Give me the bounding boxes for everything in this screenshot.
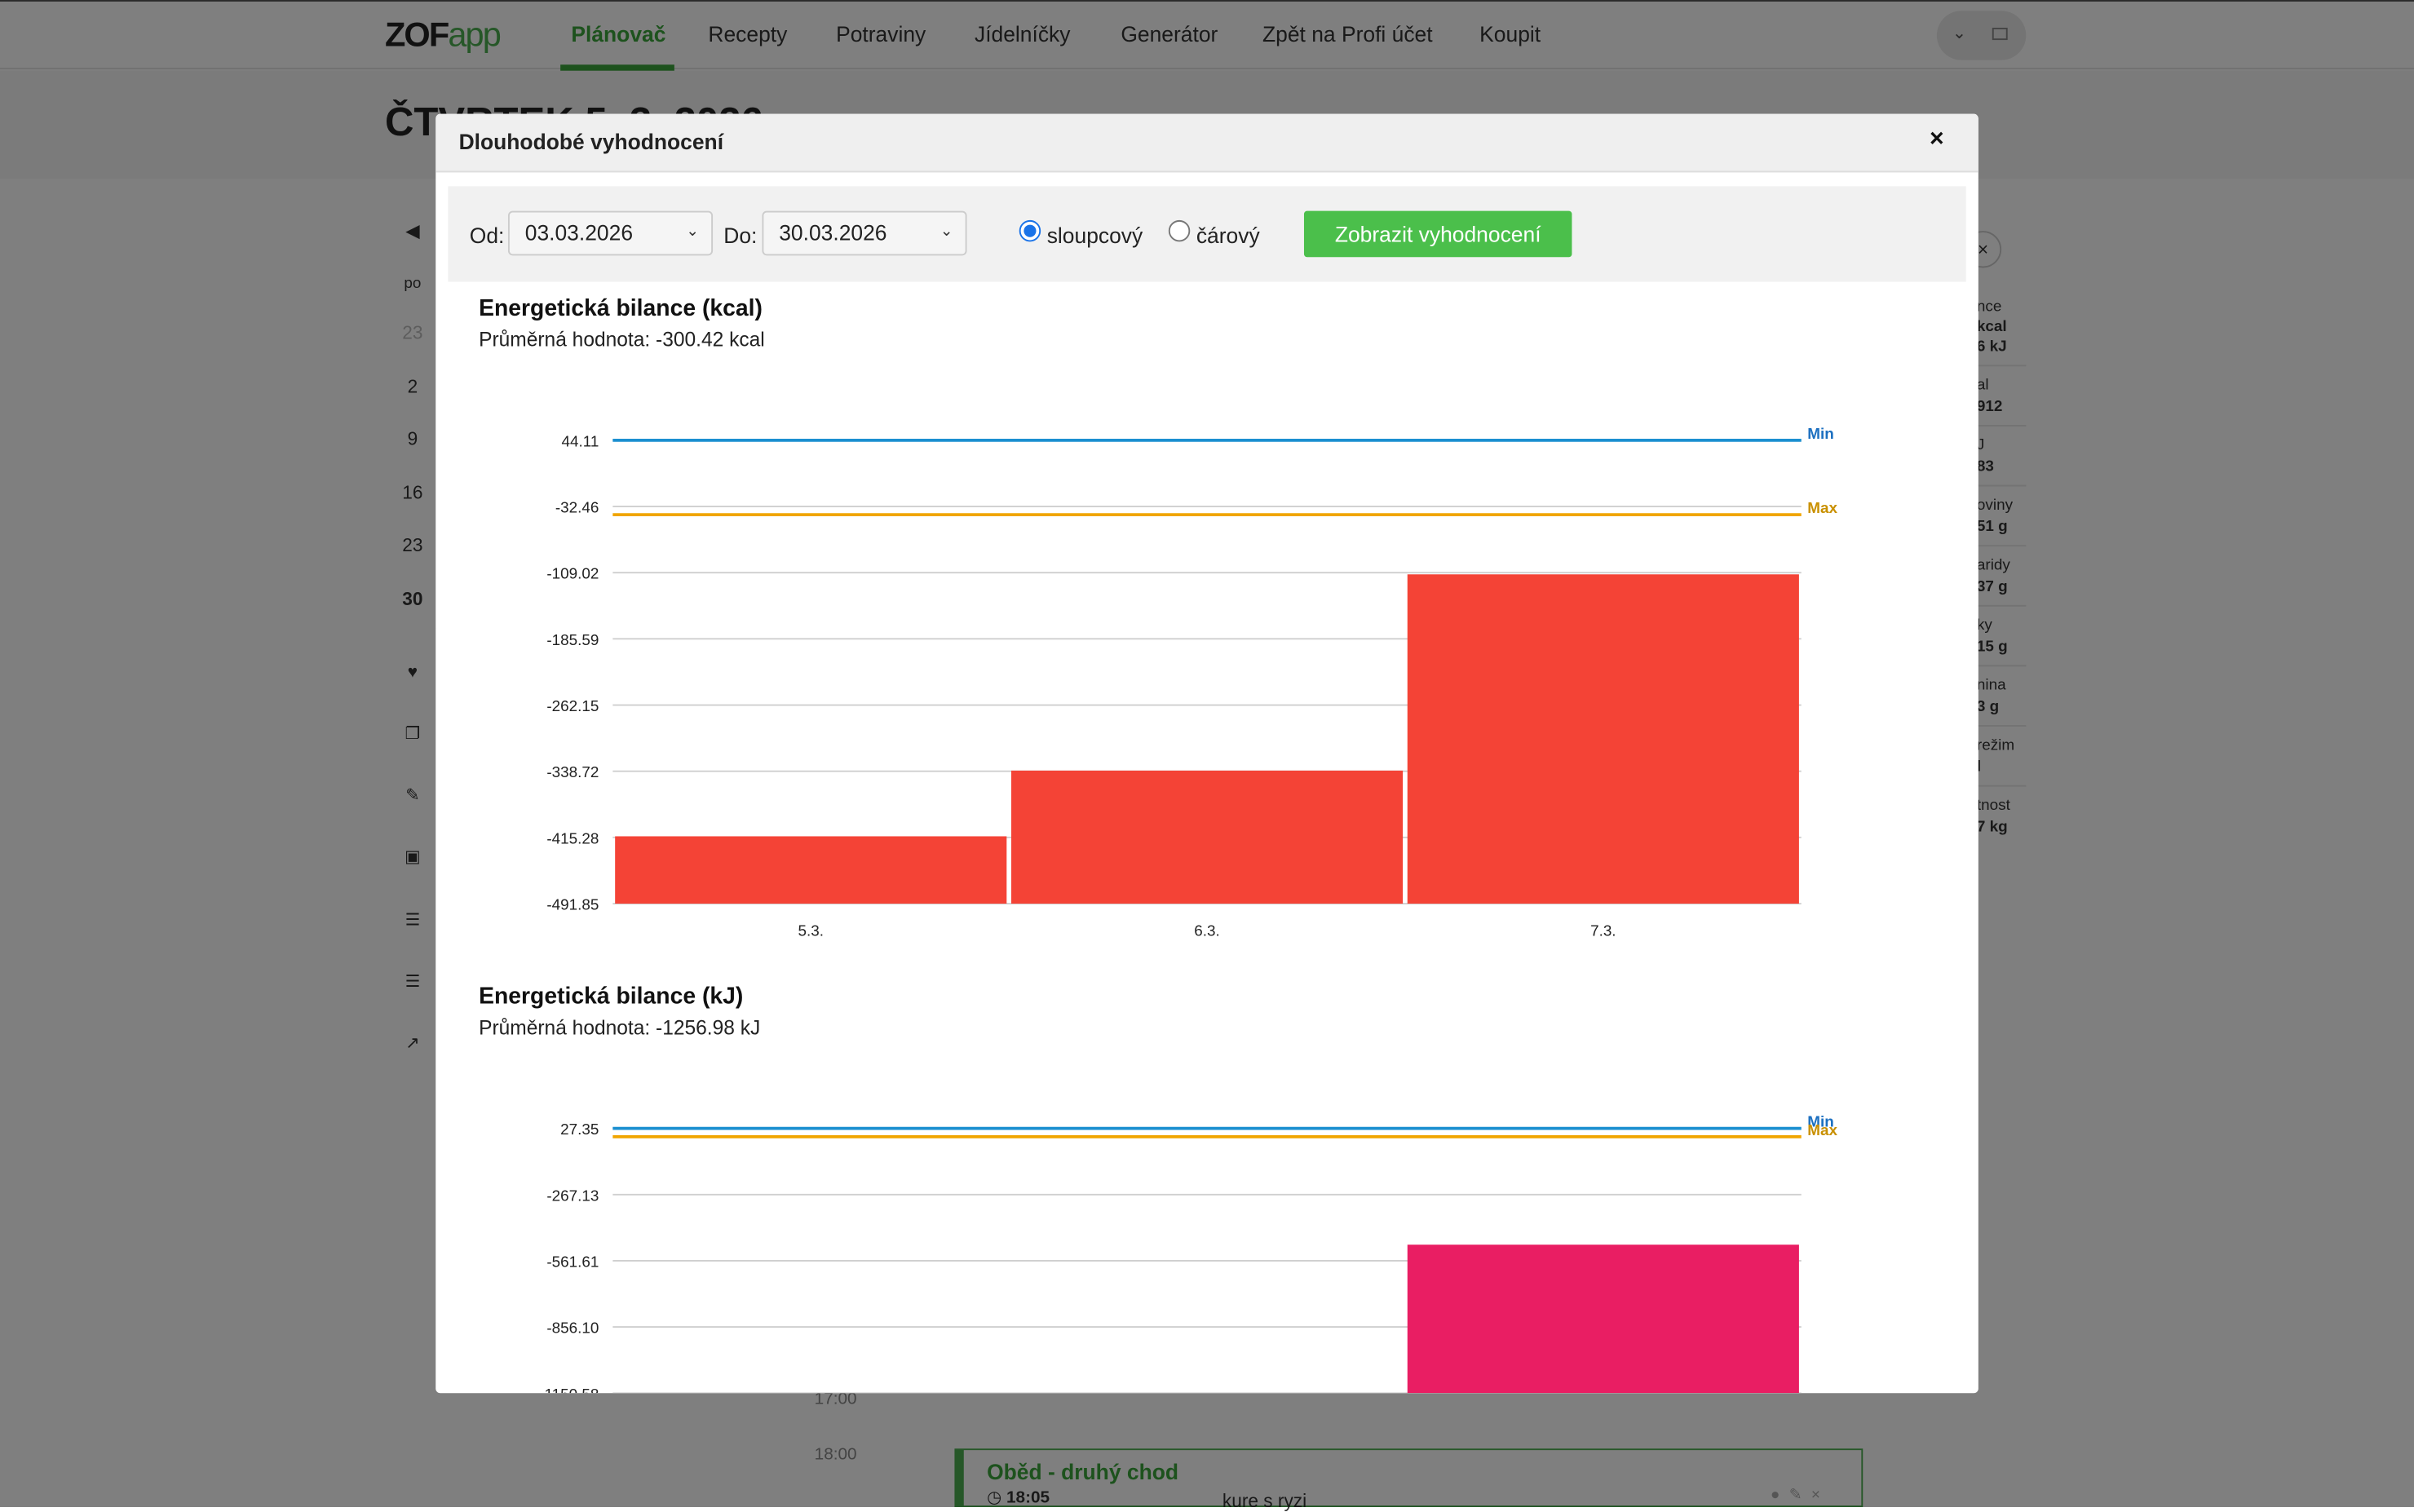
chart-title-kcal: Energetická bilance (kcal) — [479, 295, 763, 322]
chevron-down-icon: ⌄ — [686, 223, 700, 241]
to-date-select[interactable]: 30.03.2026 ⌄ — [762, 210, 967, 256]
chart-subtitle-kcal: Průměrná hodnota: -300.42 kcal — [479, 328, 765, 351]
y-tick-label: -185.59 — [546, 631, 599, 648]
y-tick-label: 27.35 — [560, 1121, 599, 1138]
x-tick-label: 6.3. — [1194, 922, 1219, 939]
modal-title: Dlouhodobé vyhodnocení — [458, 129, 724, 154]
y-tick-label: -856.10 — [546, 1320, 599, 1337]
bar-6.3. — [1010, 770, 1404, 904]
reference-label-min: Min — [1807, 425, 1833, 442]
show-evaluation-button[interactable]: Zobrazit vyhodnocení — [1303, 210, 1572, 258]
radio-bar-chart[interactable] — [1019, 219, 1041, 242]
close-button[interactable]: × — [1930, 126, 1944, 153]
y-tick-label: -415.28 — [546, 829, 599, 847]
bar-5.3. — [615, 836, 1007, 904]
y-tick-label: -561.61 — [546, 1253, 599, 1270]
x-tick-label: 7.3. — [1590, 922, 1616, 939]
chart-subtitle-kj: Průměrná hodnota: -1256.98 kJ — [479, 1015, 761, 1040]
chart-kcal: 44.11 -32.46 -109.02 -185.59 -262.15 -338.72 -… — [546, 425, 1837, 939]
reference-label-min: Min — [1807, 1113, 1833, 1130]
radio-line-chart-label[interactable]: čárový — [1196, 223, 1260, 248]
y-tick-label: 44.11 — [562, 432, 599, 449]
evaluation-modal: Dlouhodobé vyhodnocení × Od: 03.03.2026 … — [435, 113, 1979, 1394]
reference-label-max: Max — [1807, 499, 1837, 516]
x-tick-label: 5.3. — [798, 922, 824, 939]
modal-header: Dlouhodobé vyhodnocení × — [435, 113, 1979, 173]
y-tick-label: -109.02 — [546, 565, 599, 582]
y-tick-label: -491.85 — [546, 896, 599, 913]
chevron-down-icon: ⌄ — [940, 223, 953, 241]
radio-line-chart[interactable] — [1168, 219, 1191, 242]
to-date-value: 30.03.2026 — [779, 219, 887, 245]
bar-7.3. — [1407, 574, 1799, 904]
y-tick-label: -338.72 — [546, 763, 599, 780]
from-date-select[interactable]: 03.03.2026 ⌄ — [507, 210, 714, 256]
filter-bar: Od: 03.03.2026 ⌄ Do: 30.03.2026 ⌄ sloupc… — [448, 186, 1966, 282]
reference-label-max: Max — [1807, 1121, 1837, 1138]
chart-title-kj: Energetická bilance (kJ) — [479, 984, 744, 1010]
y-tick-label: -267.13 — [546, 1187, 599, 1204]
bar-7.3. — [1407, 1245, 1799, 1394]
to-label: Do: — [723, 223, 758, 248]
radio-bar-chart-label[interactable]: sloupcový — [1046, 223, 1143, 248]
from-date-value: 03.03.2026 — [524, 219, 634, 245]
y-tick-label: -262.15 — [546, 697, 599, 714]
from-label: Od: — [469, 223, 505, 248]
y-tick-label: -32.46 — [555, 499, 599, 516]
y-tick-label: -1150.58 — [539, 1386, 599, 1393]
